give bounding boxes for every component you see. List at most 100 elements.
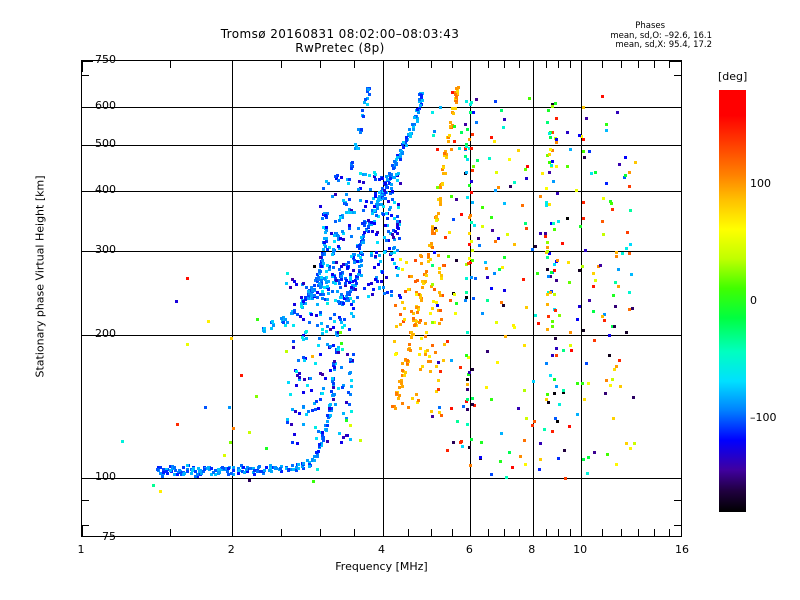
data-point bbox=[326, 181, 330, 185]
data-point bbox=[420, 91, 424, 95]
data-point bbox=[448, 231, 452, 235]
data-point bbox=[633, 160, 637, 164]
data-point bbox=[286, 468, 290, 472]
data-point bbox=[363, 97, 367, 101]
data-point bbox=[575, 188, 579, 192]
x-tick bbox=[320, 529, 321, 536]
data-point bbox=[213, 472, 217, 476]
data-point bbox=[584, 362, 588, 366]
data-point bbox=[352, 307, 356, 311]
data-point bbox=[387, 181, 391, 185]
data-point bbox=[385, 175, 389, 179]
data-point bbox=[393, 163, 397, 167]
data-point bbox=[506, 232, 510, 236]
data-point bbox=[569, 330, 573, 334]
data-point bbox=[220, 466, 224, 470]
data-point bbox=[415, 120, 419, 124]
data-point bbox=[520, 204, 524, 208]
data-point bbox=[360, 252, 364, 256]
data-point bbox=[165, 472, 169, 476]
data-point bbox=[386, 229, 390, 233]
data-point bbox=[439, 318, 443, 322]
data-point bbox=[565, 131, 569, 135]
data-point bbox=[292, 308, 296, 312]
data-point bbox=[256, 469, 260, 473]
data-point bbox=[495, 361, 499, 365]
data-point bbox=[341, 270, 345, 274]
data-point bbox=[393, 406, 397, 410]
data-point bbox=[527, 96, 531, 100]
data-point bbox=[596, 264, 600, 268]
data-point bbox=[467, 262, 471, 266]
data-point bbox=[347, 391, 351, 395]
data-point bbox=[351, 161, 355, 165]
x-tick bbox=[408, 61, 409, 68]
data-point bbox=[581, 106, 585, 110]
data-point bbox=[312, 459, 316, 463]
data-point bbox=[390, 252, 394, 256]
data-point bbox=[523, 389, 527, 393]
data-point bbox=[340, 347, 344, 351]
data-point bbox=[533, 245, 537, 249]
data-point bbox=[313, 454, 317, 458]
data-point bbox=[297, 378, 301, 382]
data-point bbox=[600, 220, 604, 224]
data-point bbox=[555, 141, 559, 145]
data-point bbox=[370, 229, 374, 233]
data-point bbox=[350, 410, 354, 414]
data-point bbox=[304, 295, 308, 299]
data-point bbox=[294, 409, 298, 413]
data-point bbox=[394, 303, 398, 307]
data-point bbox=[255, 317, 259, 321]
data-point bbox=[388, 206, 392, 210]
data-point bbox=[384, 182, 388, 186]
data-point bbox=[349, 162, 353, 166]
data-point bbox=[316, 272, 320, 276]
data-point bbox=[477, 243, 481, 247]
y-tick bbox=[82, 478, 93, 479]
gridline-horizontal bbox=[82, 478, 681, 479]
gridline-horizontal bbox=[82, 251, 681, 252]
data-point bbox=[300, 296, 303, 300]
data-point bbox=[248, 467, 252, 471]
data-point bbox=[417, 352, 421, 356]
data-point bbox=[357, 273, 361, 277]
data-point bbox=[439, 184, 443, 188]
data-point bbox=[393, 175, 397, 179]
data-point bbox=[289, 422, 293, 426]
data-point bbox=[389, 214, 393, 218]
data-point bbox=[512, 325, 516, 329]
data-point bbox=[356, 227, 360, 231]
data-point bbox=[397, 220, 401, 224]
data-point bbox=[429, 242, 433, 246]
data-point bbox=[334, 261, 338, 265]
data-point bbox=[483, 260, 487, 264]
data-point bbox=[471, 258, 475, 262]
data-point bbox=[494, 189, 498, 193]
data-point bbox=[435, 215, 439, 219]
data-point bbox=[454, 86, 458, 90]
data-point bbox=[628, 184, 632, 188]
data-point bbox=[270, 465, 274, 469]
data-point bbox=[409, 131, 413, 135]
data-point bbox=[364, 199, 368, 203]
data-point bbox=[591, 271, 595, 275]
data-point bbox=[312, 402, 316, 406]
data-point bbox=[348, 357, 352, 361]
data-point bbox=[317, 272, 321, 276]
data-point bbox=[299, 305, 303, 309]
data-point bbox=[295, 282, 299, 286]
data-point bbox=[612, 417, 616, 421]
data-point bbox=[466, 195, 470, 199]
data-point bbox=[325, 302, 329, 306]
data-point bbox=[446, 255, 450, 259]
data-point bbox=[451, 217, 455, 221]
data-point bbox=[386, 217, 390, 221]
data-point bbox=[338, 268, 342, 272]
data-point bbox=[627, 308, 631, 312]
data-point bbox=[318, 269, 322, 273]
data-point bbox=[337, 278, 341, 282]
data-point bbox=[439, 203, 443, 207]
data-point bbox=[315, 313, 319, 317]
data-point bbox=[630, 306, 634, 310]
